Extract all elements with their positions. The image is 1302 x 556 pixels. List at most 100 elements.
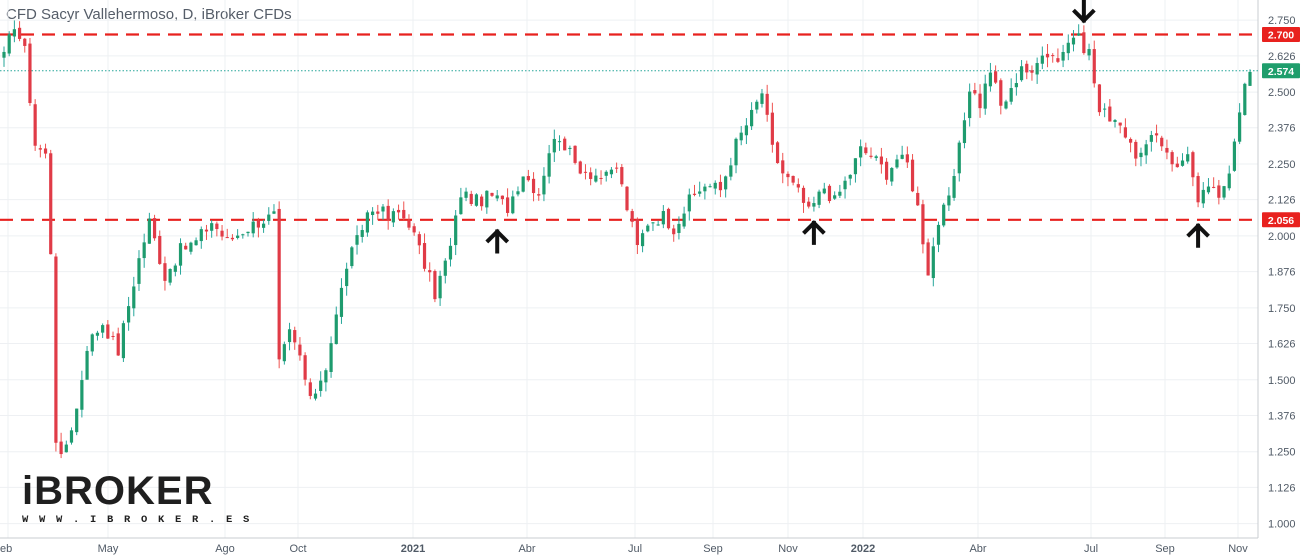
candle-body	[895, 159, 899, 168]
candle-body	[1206, 186, 1211, 193]
y-tick-label: 1.376	[1268, 410, 1296, 422]
candle-body	[303, 355, 307, 380]
candle-body	[17, 27, 22, 39]
x-tick-label: Abr	[518, 543, 535, 555]
candle-body	[1238, 112, 1242, 142]
candle-body	[1154, 133, 1159, 136]
candle-body	[163, 263, 167, 281]
candle-body	[1014, 83, 1018, 88]
candle-body	[604, 171, 608, 176]
y-tick-label: 2.126	[1268, 195, 1296, 207]
candle-body	[33, 104, 37, 146]
candle-body	[890, 168, 894, 182]
y-tick-label: 1.876	[1268, 267, 1296, 279]
arrow-markers	[485, 0, 1210, 254]
candle-body	[833, 195, 837, 199]
x-tick-label: 2021	[401, 543, 425, 555]
candle-body	[807, 201, 811, 207]
candle-body	[454, 215, 458, 246]
y-tick-label: 2.500	[1268, 87, 1296, 99]
candle-body	[884, 161, 889, 180]
candle-body	[999, 80, 1003, 106]
candle-body	[495, 195, 499, 199]
candle-body	[1149, 135, 1153, 142]
candle-body	[204, 229, 209, 232]
candle-body	[339, 287, 344, 317]
price-badge	[1262, 27, 1300, 43]
candle-body	[38, 148, 42, 150]
up-arrow-icon	[485, 228, 510, 254]
candle-body	[1066, 42, 1070, 54]
candle-body	[184, 245, 188, 250]
candle-body	[433, 271, 437, 300]
candle-body	[838, 191, 842, 196]
candle-body	[490, 192, 494, 196]
candle-body	[692, 193, 697, 195]
candle-body	[12, 29, 16, 37]
candle-body	[983, 83, 987, 109]
candle-body	[843, 180, 847, 190]
candle-body	[101, 325, 105, 333]
candle-body	[402, 209, 406, 219]
candle-body	[236, 235, 240, 238]
chart-title: CFD Sacyr Vallehermoso, D, iBroker CFDs	[6, 6, 292, 23]
candle-body	[324, 370, 328, 383]
candle-body	[801, 187, 806, 203]
candle-body	[1248, 71, 1252, 86]
candle-body	[615, 167, 619, 169]
candle-body	[64, 444, 68, 453]
candle-body	[947, 195, 951, 206]
candle-body	[1196, 176, 1200, 203]
candle-body	[1051, 55, 1055, 57]
candle-body	[760, 93, 764, 104]
candle-body	[355, 235, 359, 245]
candle-body	[1087, 49, 1091, 56]
candle-body	[1123, 127, 1127, 138]
x-tick-label: Nov	[1228, 543, 1248, 555]
candle-body	[531, 178, 536, 194]
candle-body	[848, 174, 852, 179]
up-arrow-icon	[1186, 222, 1210, 248]
candle-body	[942, 204, 946, 226]
candle-body	[329, 343, 333, 372]
candle-body	[1118, 122, 1122, 126]
candle-body	[910, 159, 915, 192]
candle-body	[988, 72, 993, 87]
candle-body	[267, 214, 271, 221]
candle-body	[537, 194, 541, 196]
candle-body	[640, 233, 645, 247]
candle-body	[879, 156, 883, 165]
candle-body	[557, 141, 562, 143]
candle-body	[54, 256, 58, 443]
candle-body	[1175, 163, 1179, 168]
down-arrow-icon	[1072, 0, 1096, 24]
candle-body	[750, 109, 754, 127]
candles	[2, 20, 1252, 459]
up-arrow-icon	[802, 220, 826, 245]
candle-body	[422, 243, 427, 269]
candle-body	[1035, 63, 1039, 75]
x-tick-label: Abr	[969, 543, 986, 555]
candle-body	[869, 155, 873, 157]
y-tick-label: 1.000	[1268, 519, 1296, 531]
candle-body	[241, 234, 245, 236]
candle-body	[916, 192, 920, 206]
candle-body	[345, 268, 349, 287]
candle-body	[132, 286, 136, 309]
y-tick-label: 1.626	[1268, 339, 1296, 351]
y-axis: 1.000 1.126 1.250 1.376 1.500 1.626 1.750 1.876…	[1268, 15, 1296, 530]
candle-body	[734, 138, 738, 166]
x-tick-label: Ago	[215, 543, 235, 555]
candle-body	[2, 51, 6, 58]
candle-body	[817, 191, 821, 205]
candle-body	[417, 234, 421, 246]
candle-body	[381, 206, 385, 212]
candle-body	[687, 194, 691, 212]
candle-body	[85, 350, 89, 380]
candle-body	[978, 93, 982, 109]
candle-body	[1186, 154, 1190, 162]
candle-body	[75, 408, 79, 433]
candle-body	[729, 165, 733, 177]
candle-body	[308, 382, 312, 396]
